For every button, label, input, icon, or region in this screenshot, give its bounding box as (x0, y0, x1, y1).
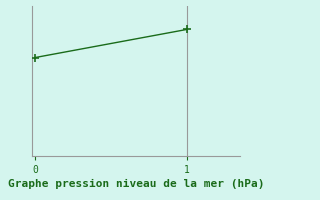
X-axis label: Graphe pression niveau de la mer (hPa): Graphe pression niveau de la mer (hPa) (8, 179, 264, 189)
